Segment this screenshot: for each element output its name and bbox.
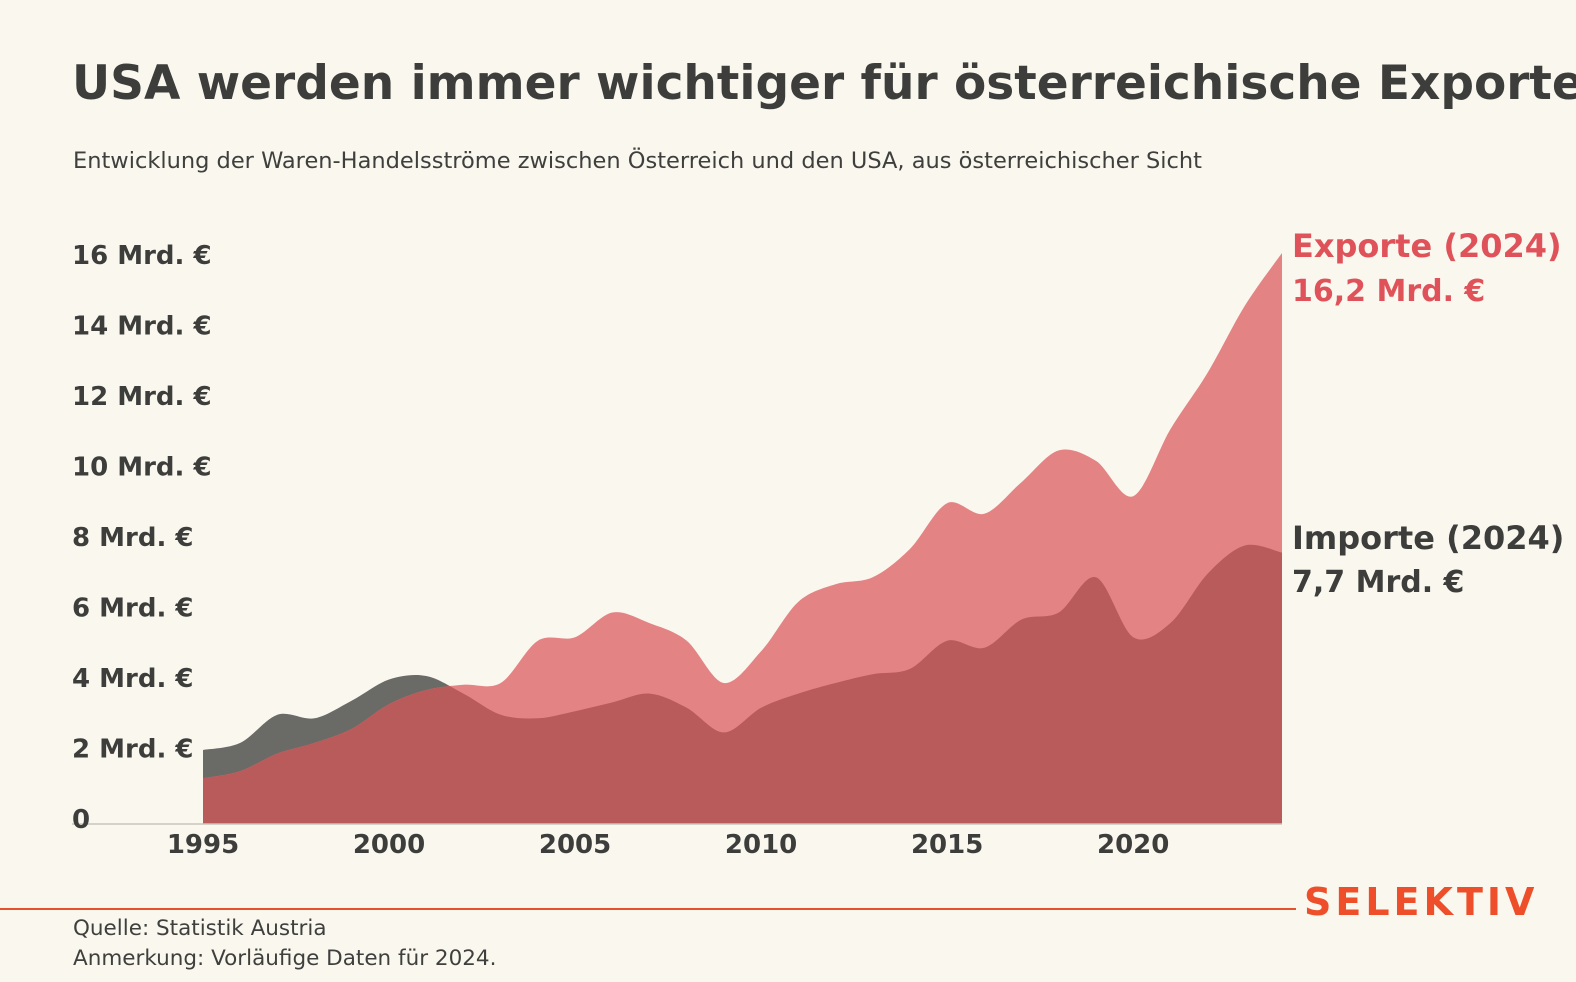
x-tick-label: 2015 [911,830,983,860]
imports-callout-value: 7,7 Mrd. € [1292,565,1464,600]
x-tick-label: 2010 [725,830,797,860]
footer-divider [0,908,1296,910]
chart-title: USA werden immer wichtiger für österreic… [72,56,1576,111]
chart-areas [203,253,1282,824]
y-tick-label: 6 Mrd. € [72,594,193,624]
x-tick-label: 2000 [353,830,425,860]
data-note: Anmerkung: Vorläufige Daten für 2024. [73,946,497,971]
chart-subtitle: Entwicklung der Waren-Handelsströme zwis… [73,148,1202,174]
x-tick-label: 2020 [1097,830,1169,860]
y-tick-label: 8 Mrd. € [72,523,193,553]
x-tick-label: 1995 [167,830,239,860]
y-axis-ticks: 0 2 Mrd. € 4 Mrd. € 6 Mrd. € 8 Mrd. € 10 Mrd.… [72,241,212,835]
chart-callouts: Exporte (2024) 16,2 Mrd. € Importe (2024… [1292,227,1564,600]
exports-callout-title: Exporte (2024) [1292,227,1562,265]
imports-callout-title: Importe (2024) [1292,519,1564,557]
x-axis-ticks: 1995 2000 2005 2010 2015 2020 [167,830,1170,860]
brand-logo: SELEKTIV [1304,880,1539,924]
y-tick-label: 4 Mrd. € [72,664,193,694]
x-tick-label: 2005 [539,830,611,860]
exports-callout-value: 16,2 Mrd. € [1292,274,1485,309]
y-tick-label: 16 Mrd. € [72,241,212,271]
y-tick-label: 12 Mrd. € [72,382,212,412]
y-tick-label: 0 [72,805,90,835]
y-tick-label: 10 Mrd. € [72,453,212,483]
source-note: Quelle: Statistik Austria [73,916,327,941]
overlap-area [203,544,1282,824]
y-tick-label: 14 Mrd. € [72,312,212,342]
y-tick-label: 2 Mrd. € [72,735,193,765]
